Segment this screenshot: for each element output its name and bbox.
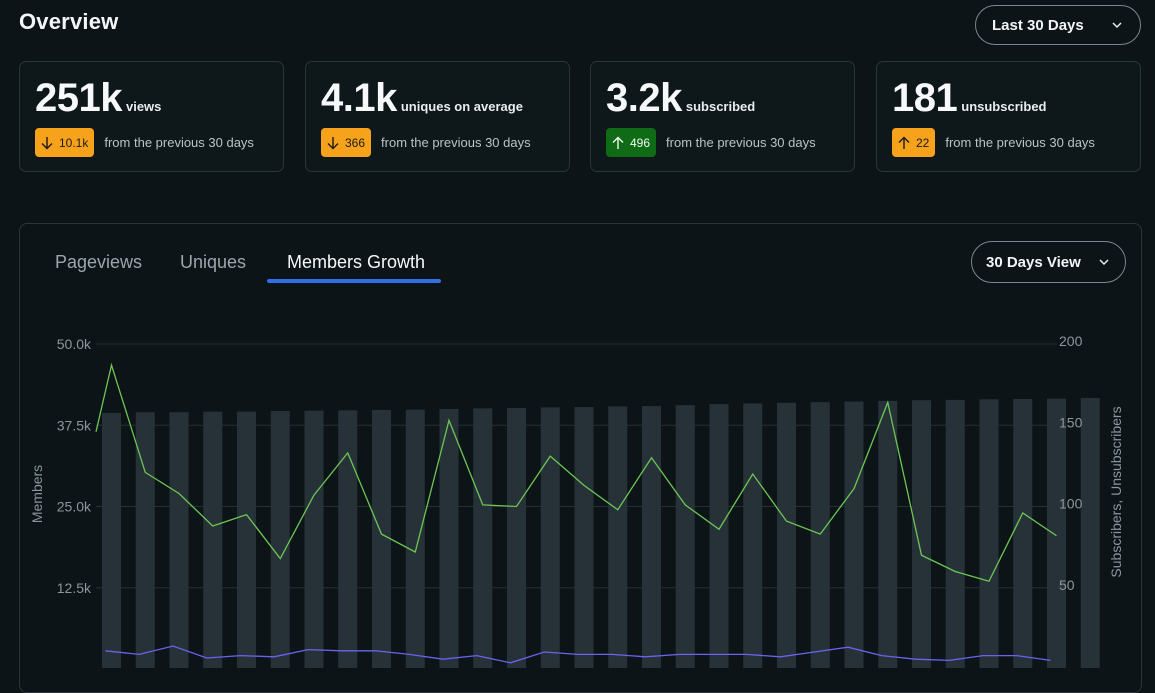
- members-bar: [540, 407, 560, 668]
- delta-note: from the previous 30 days: [945, 135, 1095, 150]
- members-bar: [102, 412, 121, 668]
- tab-uniques[interactable]: Uniques: [180, 252, 247, 272]
- members-bar: [1080, 397, 1100, 668]
- members-bar: [574, 407, 594, 668]
- members-bar: [878, 400, 898, 668]
- members-bar: [169, 412, 189, 668]
- stat-card-views: 251k views 10.1k from the previous 30 day…: [19, 61, 284, 172]
- stat-value: 251k: [35, 76, 122, 120]
- members-bar: [810, 402, 830, 668]
- members-bar: [608, 406, 628, 668]
- members-bar: [743, 403, 763, 668]
- right-tick-label: 100: [1059, 496, 1083, 512]
- delta-value: 366: [345, 135, 366, 150]
- stat-label: unsubscribed: [961, 99, 1047, 114]
- members-bar: [237, 411, 256, 668]
- chevron-down-icon: [1099, 259, 1109, 266]
- right-axis-title: Subscribers, Unsubscribers: [1108, 406, 1124, 577]
- members-bar: [405, 409, 425, 668]
- delta-badge: 10.1k: [35, 128, 95, 157]
- stat-card-uniques: 4.1k uniques on average 366 from the prev…: [305, 61, 570, 172]
- members-bar: [203, 411, 223, 668]
- members-bar: [439, 409, 459, 668]
- right-tick-label: 50: [1059, 577, 1075, 593]
- stat-label: subscribed: [685, 99, 756, 114]
- members-bar: [507, 408, 526, 668]
- delta-value: 10.1k: [59, 135, 89, 150]
- members-bar: [979, 399, 999, 668]
- members-bar: [844, 401, 864, 668]
- delta-badge: 496: [606, 128, 657, 157]
- date-range-dropdown[interactable]: Last 30 Days: [975, 5, 1141, 45]
- right-tick-label: 150: [1059, 414, 1083, 430]
- stat-label: uniques on average: [400, 99, 523, 114]
- right-tick-label: 200: [1059, 333, 1083, 349]
- members-bar: [945, 399, 965, 668]
- view-range-label: 30 Days View: [986, 253, 1081, 271]
- members-bar: [777, 402, 796, 668]
- delta-note: from the previous 30 days: [381, 135, 531, 150]
- members-bar: [372, 409, 391, 668]
- chart-panel: Pageviews Uniques Members Growth 30 Days…: [19, 223, 1142, 693]
- stat-label: views: [125, 99, 162, 114]
- view-range-dropdown[interactable]: 30 Days View: [971, 241, 1126, 283]
- chevron-down-icon: [1112, 22, 1122, 29]
- members-bar: [473, 408, 493, 668]
- members-bar: [338, 410, 358, 668]
- members-bar: [642, 406, 661, 668]
- date-range-label: Last 30 Days: [992, 16, 1084, 34]
- arrow-down-icon: [327, 136, 339, 149]
- left-tick-label: 37.5k: [57, 417, 92, 433]
- members-bar: [304, 410, 324, 668]
- stat-value: 4.1k: [321, 76, 397, 120]
- arrow-up-icon: [898, 136, 910, 149]
- arrow-down-icon: [41, 136, 53, 149]
- members-bar: [709, 404, 729, 668]
- left-tick-label: 50.0k: [57, 336, 92, 352]
- members-bar: [1013, 398, 1033, 668]
- delta-value: 22: [916, 135, 930, 150]
- left-tick-label: 12.5k: [57, 580, 92, 596]
- delta-note: from the previous 30 days: [666, 135, 816, 150]
- left-axis-title: Members: [29, 465, 45, 523]
- subscribers-line: [95, 362, 1057, 583]
- members-bar: [135, 412, 155, 668]
- members-bar: [1047, 398, 1066, 668]
- stat-value: 3.2k: [606, 76, 682, 120]
- delta-badge: 366: [321, 128, 372, 157]
- delta-value: 496: [630, 135, 651, 150]
- delta-note: from the previous 30 days: [104, 135, 254, 150]
- stat-value: 181: [892, 76, 958, 120]
- stat-card-unsubscribed: 181 unsubscribed 22 from the previous 30 …: [876, 61, 1141, 172]
- members-bar: [912, 400, 931, 668]
- left-tick-label: 25.0k: [57, 499, 92, 515]
- stat-card-subscribed: 3.2k subscribed 496 from the previous 30 …: [590, 61, 855, 172]
- tab-pageviews[interactable]: Pageviews: [55, 252, 143, 272]
- unsubscribers-line: [105, 645, 1051, 664]
- tab-members-growth[interactable]: Members Growth: [287, 252, 426, 272]
- page-title: Overview: [19, 9, 119, 34]
- arrow-up-icon: [612, 136, 624, 149]
- members-bar: [675, 405, 695, 668]
- active-tab-indicator: [267, 279, 441, 283]
- delta-badge: 22: [892, 128, 936, 157]
- members-bar: [270, 410, 290, 668]
